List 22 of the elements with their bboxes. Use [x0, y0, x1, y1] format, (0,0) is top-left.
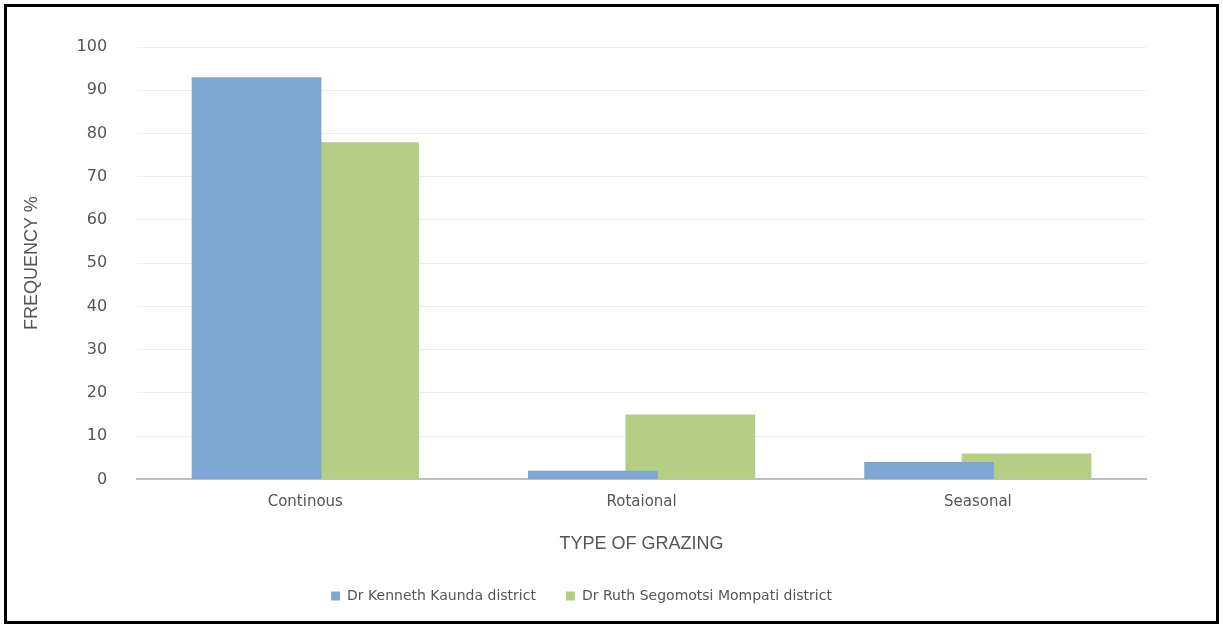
x-tick-label: Continous [267, 492, 344, 511]
y-tick-label: 80 [86, 122, 108, 142]
x-axis-title: TYPE OF GRAZING [559, 533, 724, 554]
y-tick-label: 20 [86, 382, 108, 402]
legend-label: Dr Ruth Segomotsi Mompati district [581, 586, 833, 603]
y-tick-label: 30 [86, 338, 108, 358]
y-axis-title: FREQUENCY % [20, 196, 41, 331]
legend-label: Dr Kenneth Kaunda district [347, 586, 537, 603]
y-tick-label: 50 [86, 252, 108, 272]
bar [191, 77, 322, 479]
bar [527, 470, 658, 479]
bar [864, 462, 994, 479]
y-tick-label: 10 [86, 425, 108, 445]
y-tick-label: 60 [86, 209, 108, 229]
x-tick-label: Rotaional [606, 492, 677, 511]
bar [625, 414, 756, 479]
y-tick-label: 100 [76, 36, 108, 56]
y-tick-label: 70 [86, 165, 108, 185]
y-tick-label: 90 [86, 79, 108, 99]
y-tick-label: 0 [96, 468, 108, 488]
y-tick-label: 40 [86, 295, 108, 315]
x-tick-label: Seasonal [943, 492, 1012, 511]
